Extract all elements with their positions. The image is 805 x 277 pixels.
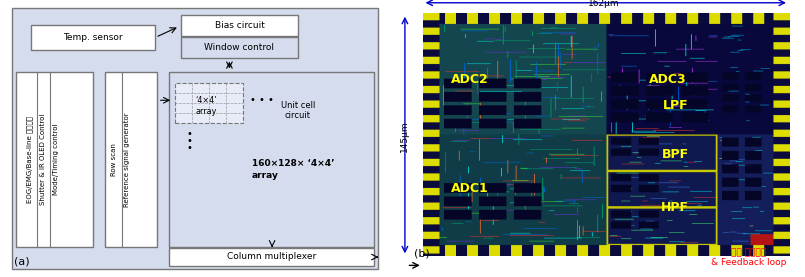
Bar xyxy=(169,72,374,247)
Text: •: • xyxy=(186,143,192,153)
Text: Reference signal generator: Reference signal generator xyxy=(124,112,130,207)
Text: •: • xyxy=(186,129,192,139)
Text: Window control: Window control xyxy=(204,43,275,52)
Text: BPF: BPF xyxy=(662,148,689,161)
Bar xyxy=(175,83,243,123)
Bar xyxy=(16,72,93,247)
Bar xyxy=(105,72,157,247)
Bar xyxy=(181,15,298,36)
Text: •: • xyxy=(186,136,192,146)
Text: Mode/Timing control: Mode/Timing control xyxy=(52,124,59,195)
Text: Column multiplexer: Column multiplexer xyxy=(227,252,316,261)
Text: ADC2: ADC2 xyxy=(452,73,489,86)
Text: Unit cell
circuit: Unit cell circuit xyxy=(281,101,315,120)
Bar xyxy=(181,37,298,58)
Bar xyxy=(12,8,378,269)
Text: 160×128× ‘4×4’: 160×128× ‘4×4’ xyxy=(252,159,334,168)
Bar xyxy=(169,248,374,266)
Text: EOG/EMG/Base-line 신호처리: EOG/EMG/Base-line 신호처리 xyxy=(27,116,33,203)
Text: 145μm: 145μm xyxy=(400,120,409,152)
Text: Row scan: Row scan xyxy=(111,143,118,176)
Text: ADC3: ADC3 xyxy=(649,73,687,86)
Text: (a): (a) xyxy=(14,257,29,267)
Text: array: array xyxy=(252,171,279,180)
Text: ADC1: ADC1 xyxy=(452,182,489,195)
Text: LPF: LPF xyxy=(663,99,688,112)
Text: • • •: • • • xyxy=(250,95,274,105)
Bar xyxy=(31,25,155,50)
Text: HPF: HPF xyxy=(662,201,689,214)
Text: Bias circuit: Bias circuit xyxy=(215,21,264,30)
Text: Shutter & IR OLED Control: Shutter & IR OLED Control xyxy=(39,114,46,205)
Text: ‘4×4’
array: ‘4×4’ array xyxy=(196,96,217,116)
Text: 162μm: 162μm xyxy=(588,0,620,8)
Text: 이중 이득필터
& Feedback loop: 이중 이득필터 & Feedback loop xyxy=(711,248,786,267)
Text: (b): (b) xyxy=(414,248,430,258)
Text: Temp. sensor: Temp. sensor xyxy=(63,33,123,42)
